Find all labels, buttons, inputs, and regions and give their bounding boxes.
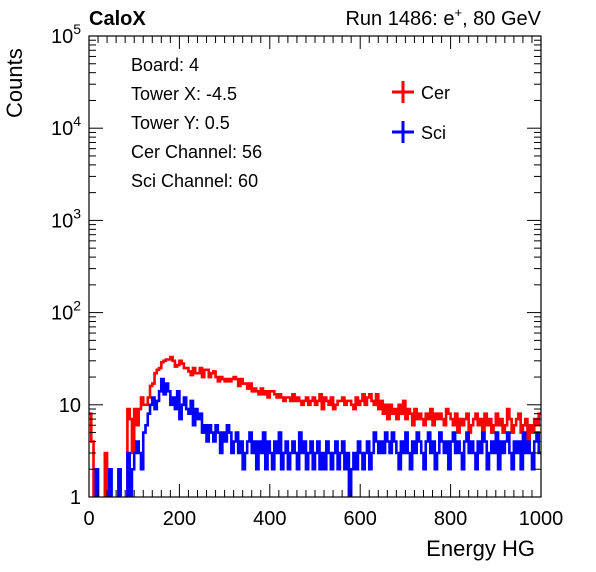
- info-line: Tower X: -4.5: [131, 84, 237, 104]
- x-tick-label: 800: [434, 508, 467, 530]
- info-box: [120, 47, 360, 197]
- y-tick-label: 10: [59, 395, 81, 417]
- svg-text:Cer: Cer: [421, 83, 450, 103]
- series-sci-line: [94, 377, 541, 497]
- axis-layer: 0 200 400 600 800 1000 1 10 102 103 104 105: [51, 21, 563, 530]
- legend-item-cer: Cer: [392, 81, 450, 103]
- svg-text:Sci: Sci: [421, 123, 446, 143]
- y-tick-label: 105: [51, 21, 81, 48]
- x-tick-label: 200: [163, 508, 196, 530]
- y-tick-label: 1: [70, 487, 81, 509]
- legend: Cer Sci: [392, 81, 450, 143]
- x-tick-label: 1000: [519, 508, 564, 530]
- x-axis-label: Energy HG: [426, 536, 535, 561]
- y-tick-label: 103: [51, 205, 81, 232]
- info-line: Tower Y: 0.5: [131, 113, 230, 133]
- y-axis-label: Counts: [2, 48, 27, 118]
- info-layer: Board: 4 Tower X: -4.5 Tower Y: 0.5 Cer Cha…: [131, 55, 262, 191]
- info-line: Sci Channel: 60: [131, 171, 258, 191]
- chart-title: CaloX: [89, 8, 146, 30]
- series-layer: [89, 355, 541, 497]
- info-line: Board: 4: [131, 55, 199, 75]
- y-tick-label: 102: [51, 298, 81, 325]
- x-tick-label: 600: [344, 508, 377, 530]
- info-line: Cer Channel: 56: [131, 142, 262, 162]
- x-tick-label: 400: [253, 508, 286, 530]
- chart-subtitle: Run 1486: e+, 80 GeV: [345, 5, 541, 30]
- y-tick-label: 104: [51, 113, 81, 140]
- x-tick-label: 0: [83, 508, 94, 530]
- legend-item-sci: Sci: [392, 121, 446, 143]
